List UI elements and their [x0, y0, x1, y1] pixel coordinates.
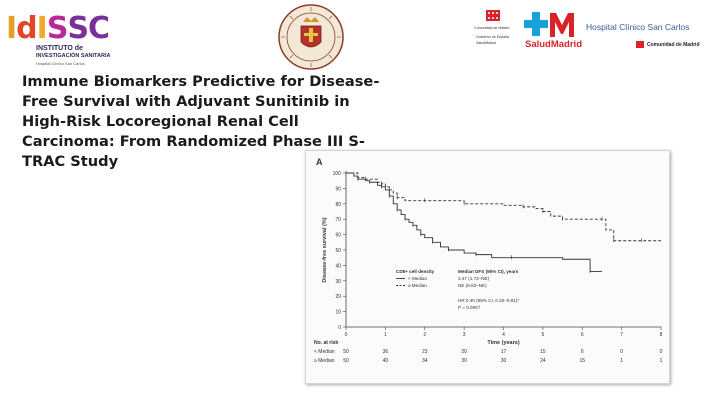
at-risk-value: 23: [422, 349, 428, 355]
x-tick-label: 3: [463, 332, 466, 338]
cm-logo-line2: Gobierno de España: [476, 35, 509, 39]
y-tick-label: 10: [335, 310, 341, 316]
y-axis-label: Disease-free survival (%): [322, 217, 328, 282]
y-tick-label: 20: [335, 294, 341, 300]
at-risk-value: 0: [660, 349, 663, 355]
legend-label: ≥ Median: [408, 283, 427, 288]
cm-logo-line3: SaludMadrid: [476, 41, 497, 45]
hospital-name: Hospital Clínico San Carlos: [586, 22, 690, 32]
at-risk-header: No. at risk: [314, 340, 338, 346]
university-seal-icon: [278, 4, 344, 70]
at-risk-value: 36: [383, 349, 389, 355]
comunidad-madrid-label: Comunidad de Madrid: [647, 42, 700, 48]
y-tick-label: 70: [335, 217, 341, 223]
at-risk-value: 30: [501, 358, 507, 364]
legend-dfs-value: NE (6.83–NE): [458, 283, 487, 288]
x-tick-label: 5: [541, 332, 544, 338]
cm-logo-line1: Comunidad de Madrid: [474, 26, 510, 30]
at-risk-value: 1: [620, 358, 623, 364]
salud-madrid-icon: [524, 12, 574, 37]
y-tick-label: 0: [338, 325, 341, 331]
x-axis-label: Time (years): [487, 340, 519, 346]
legend-dfs-value: 3.47 (1.72–NE): [458, 276, 490, 281]
x-tick-label: 0: [345, 332, 348, 338]
at-risk-value: 34: [422, 358, 428, 364]
comunidad-madrid-logo: Comunidad de Madrid Gobierno de España S…: [472, 8, 514, 48]
series-line-below-median: [346, 172, 602, 273]
at-risk-value: 40: [383, 358, 389, 364]
legend-title: CD8+ cell density: [396, 269, 435, 274]
at-risk-value: 50: [343, 358, 349, 364]
legend-label: < Median: [408, 276, 427, 281]
at-risk-row-label: < Median: [314, 349, 335, 355]
x-tick-label: 4: [502, 332, 505, 338]
y-tick-label: 80: [335, 202, 341, 208]
y-tick-label: 40: [335, 263, 341, 269]
idissc-logo: IdISSC INSTITUTO de INVESTIGACIÓN SANITA…: [6, 8, 126, 68]
x-tick-label: 1: [384, 332, 387, 338]
at-risk-value: 30: [461, 358, 467, 364]
y-tick-label: 50: [335, 248, 341, 254]
idissc-logo-line2: INVESTIGACIÓN SANITARIA: [36, 53, 111, 59]
km-figure: A 0 10 20 30 40 50 60 70 80 90 100 0 1 2 3 4 5 6 7 8 Time (ye…: [305, 150, 670, 384]
x-tick-label: 2: [423, 332, 426, 338]
legend-dfs-header: Median DFS (95% CI), years: [458, 269, 519, 274]
at-risk-value: 15: [540, 349, 546, 355]
y-tick-label: 60: [335, 233, 341, 239]
at-risk-value: 50: [343, 349, 349, 355]
series-line-above-median: [346, 172, 661, 242]
x-tick-label: 7: [620, 332, 623, 338]
at-risk-value: 15: [579, 358, 585, 364]
at-risk-value: 20: [461, 349, 467, 355]
at-risk-row-label: ≥ Median: [314, 358, 335, 364]
salud-madrid-label: SaludMadrid: [525, 39, 583, 50]
y-tick-label: 30: [335, 279, 341, 285]
x-tick-label: 6: [581, 332, 584, 338]
at-risk-value: 6: [581, 349, 584, 355]
at-risk-value: 0: [620, 349, 623, 355]
y-tick-label: 100: [333, 171, 342, 177]
idissc-logo-line1: INSTITUTO de: [36, 45, 83, 52]
panel-label: A: [316, 157, 323, 167]
at-risk-value: 24: [540, 358, 546, 364]
comunidad-flag-icon: [636, 41, 644, 48]
at-risk-value: 1: [660, 358, 663, 364]
idissc-logo-line3: Hospital Clínico San Carlos: [36, 61, 85, 66]
madrid-stars-icon: [486, 10, 500, 21]
legend-hazard-ratio: HR 0.40 (95% CI, 0.20–0.81)*: [458, 298, 519, 303]
legend-p-value: P = 0.005†: [458, 305, 481, 310]
idissc-logo-letters: IdISSC: [6, 11, 110, 46]
y-tick-label: 90: [335, 186, 341, 192]
at-risk-value: 17: [501, 349, 507, 355]
slide-title: Immune Biomarkers Predictive for Disease…: [22, 73, 380, 170]
x-tick-label: 8: [660, 332, 663, 338]
